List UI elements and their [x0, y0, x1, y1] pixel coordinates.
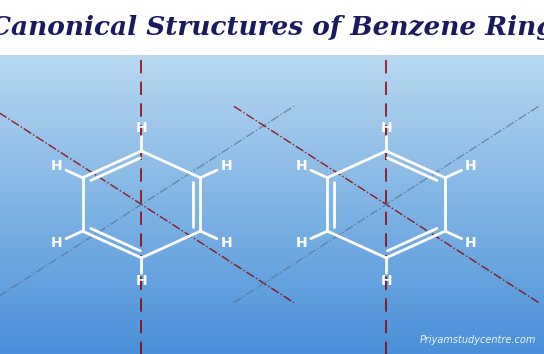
Text: H: H [295, 236, 307, 250]
Text: Canonical Structures of Benzene Ring: Canonical Structures of Benzene Ring [0, 15, 544, 40]
Text: H: H [465, 236, 477, 250]
Text: H: H [51, 159, 63, 173]
Text: Priyamstudycentre.com: Priyamstudycentre.com [419, 336, 536, 346]
Text: H: H [465, 159, 477, 173]
Text: H: H [135, 120, 147, 135]
Text: H: H [295, 159, 307, 173]
Text: H: H [380, 120, 392, 135]
Text: H: H [220, 159, 232, 173]
Text: H: H [220, 236, 232, 250]
Text: H: H [51, 236, 63, 250]
Text: H: H [380, 274, 392, 289]
Text: H: H [135, 274, 147, 289]
